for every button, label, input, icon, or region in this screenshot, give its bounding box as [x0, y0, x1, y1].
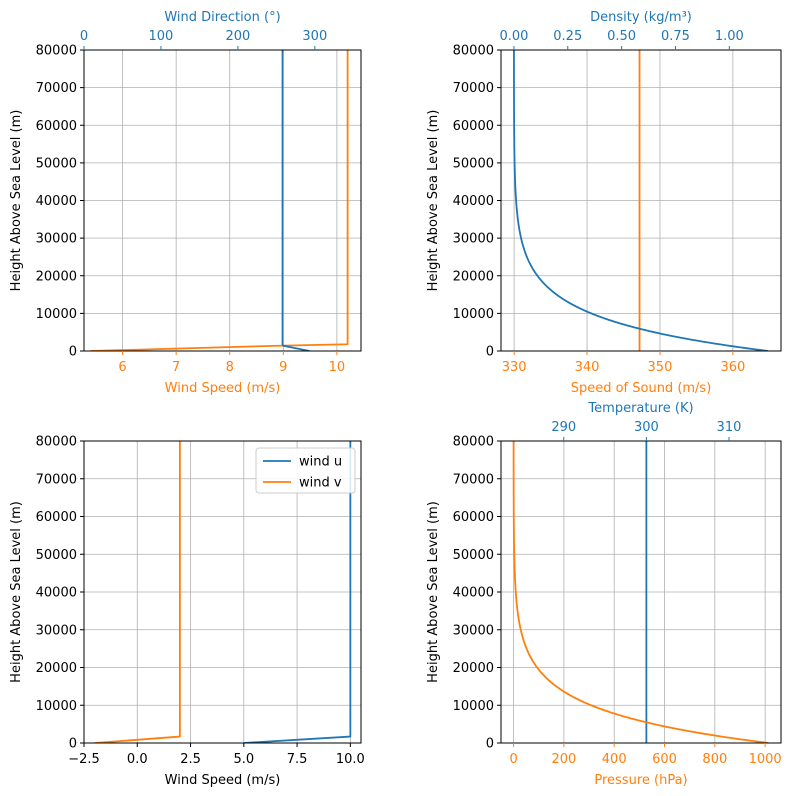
y-tick-label: 60000	[36, 510, 77, 525]
y-tick-label: 0	[486, 345, 494, 360]
x-tick-label: 10.0	[336, 752, 365, 767]
y-tick-label: 60000	[453, 119, 494, 134]
y-tick-label: 30000	[36, 623, 77, 638]
x-tick-label: 800	[702, 752, 727, 767]
series-line-orange-1	[512, 441, 769, 743]
chart-panel-4: 0100002000030000400005000060000700008000…	[426, 401, 782, 788]
x-tick-label: 400	[602, 752, 627, 767]
x-axis-label: Speed of Sound (m/s)	[571, 381, 712, 396]
series-group	[513, 50, 769, 351]
y-tick-label: 70000	[453, 472, 494, 487]
y-tick-label: 40000	[453, 586, 494, 601]
series-line-orange-0	[90, 50, 349, 351]
x-tick-label: 0	[509, 752, 517, 767]
y-tick-label: 30000	[453, 232, 494, 247]
y-tick-label: 40000	[36, 586, 77, 601]
x-tick-label: 1000	[749, 752, 782, 767]
top-tick-label: 100	[149, 29, 174, 44]
y-tick-label: 60000	[36, 119, 77, 134]
y-tick-label: 20000	[36, 269, 77, 284]
y-tick-label: 80000	[36, 435, 77, 450]
y-tick-label: 20000	[453, 269, 494, 284]
chart-panel-1: 0 10000 20000 30000 40000 50000 60000 70000 8000…	[9, 10, 362, 396]
y-tick-label: 50000	[453, 548, 494, 563]
y-tick-label: 20000	[36, 661, 77, 676]
top-tick-label: 300	[634, 420, 659, 435]
top-tick-label: 200	[225, 29, 250, 44]
x-tick-label: 9	[279, 360, 287, 375]
x-tick-label: 600	[652, 752, 677, 767]
x-tick-label: 0.0	[127, 752, 148, 767]
y-tick-label: 50000	[36, 156, 77, 171]
x-tick-label: 360	[720, 360, 745, 375]
series-group	[90, 50, 349, 351]
x-tick-label: 330	[502, 360, 527, 375]
y-axis-label: Height Above Sea Level (m)	[426, 501, 441, 683]
x-tick-label: 10	[329, 360, 346, 375]
x-axis-label: Pressure (hPa)	[594, 773, 687, 788]
y-tick-label: 40000	[453, 194, 494, 209]
top-tick-label: 290	[551, 420, 576, 435]
x-tick-label: 2.5	[180, 752, 201, 767]
top-axis-label: Wind Direction (°)	[164, 10, 280, 25]
y-tick-label: 10000	[453, 699, 494, 714]
y-tick-label: 60000	[453, 510, 494, 525]
y-tick-label: 70000	[36, 472, 77, 487]
series-group	[94, 441, 352, 743]
y-tick-label: 70000	[36, 81, 77, 96]
top-tick-label: 0.75	[661, 29, 690, 44]
x-tick-label: 350	[648, 360, 673, 375]
top-axis-label: Density (kg/m³)	[590, 10, 692, 25]
top-tick-label: 310	[717, 420, 742, 435]
series-line-blue-1	[513, 50, 769, 351]
x-axis-label: Wind Speed (m/s)	[165, 773, 281, 788]
y-tick-label: 10000	[453, 307, 494, 322]
x-tick-label: 6	[118, 360, 126, 375]
y-tick-label: 80000	[453, 44, 494, 59]
chart-panel-3: 0 10000 20000 30000 40000 50000 60000 70000 8000…	[9, 435, 365, 789]
series-group	[512, 441, 769, 743]
y-axis-label: Height Above Sea Level (m)	[9, 110, 24, 292]
y-axis-label: Height Above Sea Level (m)	[426, 110, 441, 292]
legend-label: wind u	[299, 455, 342, 470]
chart-panel-2: 0 10000 20000 30000 40000 50000 60000 70000 8000…	[426, 10, 782, 396]
top-tick-label: 0.00	[499, 29, 528, 44]
top-tick-label: 0	[80, 29, 88, 44]
y-tick-label: 0	[69, 737, 77, 752]
top-axis-label: Temperature (K)	[587, 401, 693, 416]
x-tick-label: 340	[575, 360, 600, 375]
y-tick-label: 30000	[453, 623, 494, 638]
x-tick-label: 8	[226, 360, 234, 375]
y-tick-label: 50000	[453, 156, 494, 171]
y-tick-label: 20000	[453, 661, 494, 676]
series-line-wind-u	[243, 441, 352, 743]
x-tick-label: 7	[172, 360, 180, 375]
y-tick-label: 70000	[453, 81, 494, 96]
series-line-blue-1	[281, 50, 310, 351]
x-tick-label: −2.5	[68, 752, 100, 767]
y-tick-label: 80000	[453, 435, 494, 450]
top-tick-label: 1.00	[715, 29, 744, 44]
y-axis-label: Height Above Sea Level (m)	[9, 501, 24, 683]
legend: wind u wind v	[255, 447, 356, 494]
x-tick-label: 5.0	[233, 752, 254, 767]
y-tick-label: 0	[486, 737, 494, 752]
y-tick-label: 80000	[36, 44, 77, 59]
top-tick-label: 0.25	[553, 29, 582, 44]
y-tick-label: 40000	[36, 194, 77, 209]
x-axis-label: Wind Speed (m/s)	[165, 381, 281, 396]
y-tick-label: 10000	[36, 699, 77, 714]
y-tick-label: 0	[69, 345, 77, 360]
series-line-wind-v	[94, 441, 181, 743]
legend-label: wind v	[299, 476, 342, 491]
top-tick-label: 300	[302, 29, 327, 44]
top-tick-label: 0.50	[607, 29, 636, 44]
y-tick-label: 50000	[36, 548, 77, 563]
y-tick-label: 10000	[36, 307, 77, 322]
x-tick-label: 200	[551, 752, 576, 767]
x-tick-label: 7.5	[287, 752, 308, 767]
y-tick-label: 30000	[36, 232, 77, 247]
